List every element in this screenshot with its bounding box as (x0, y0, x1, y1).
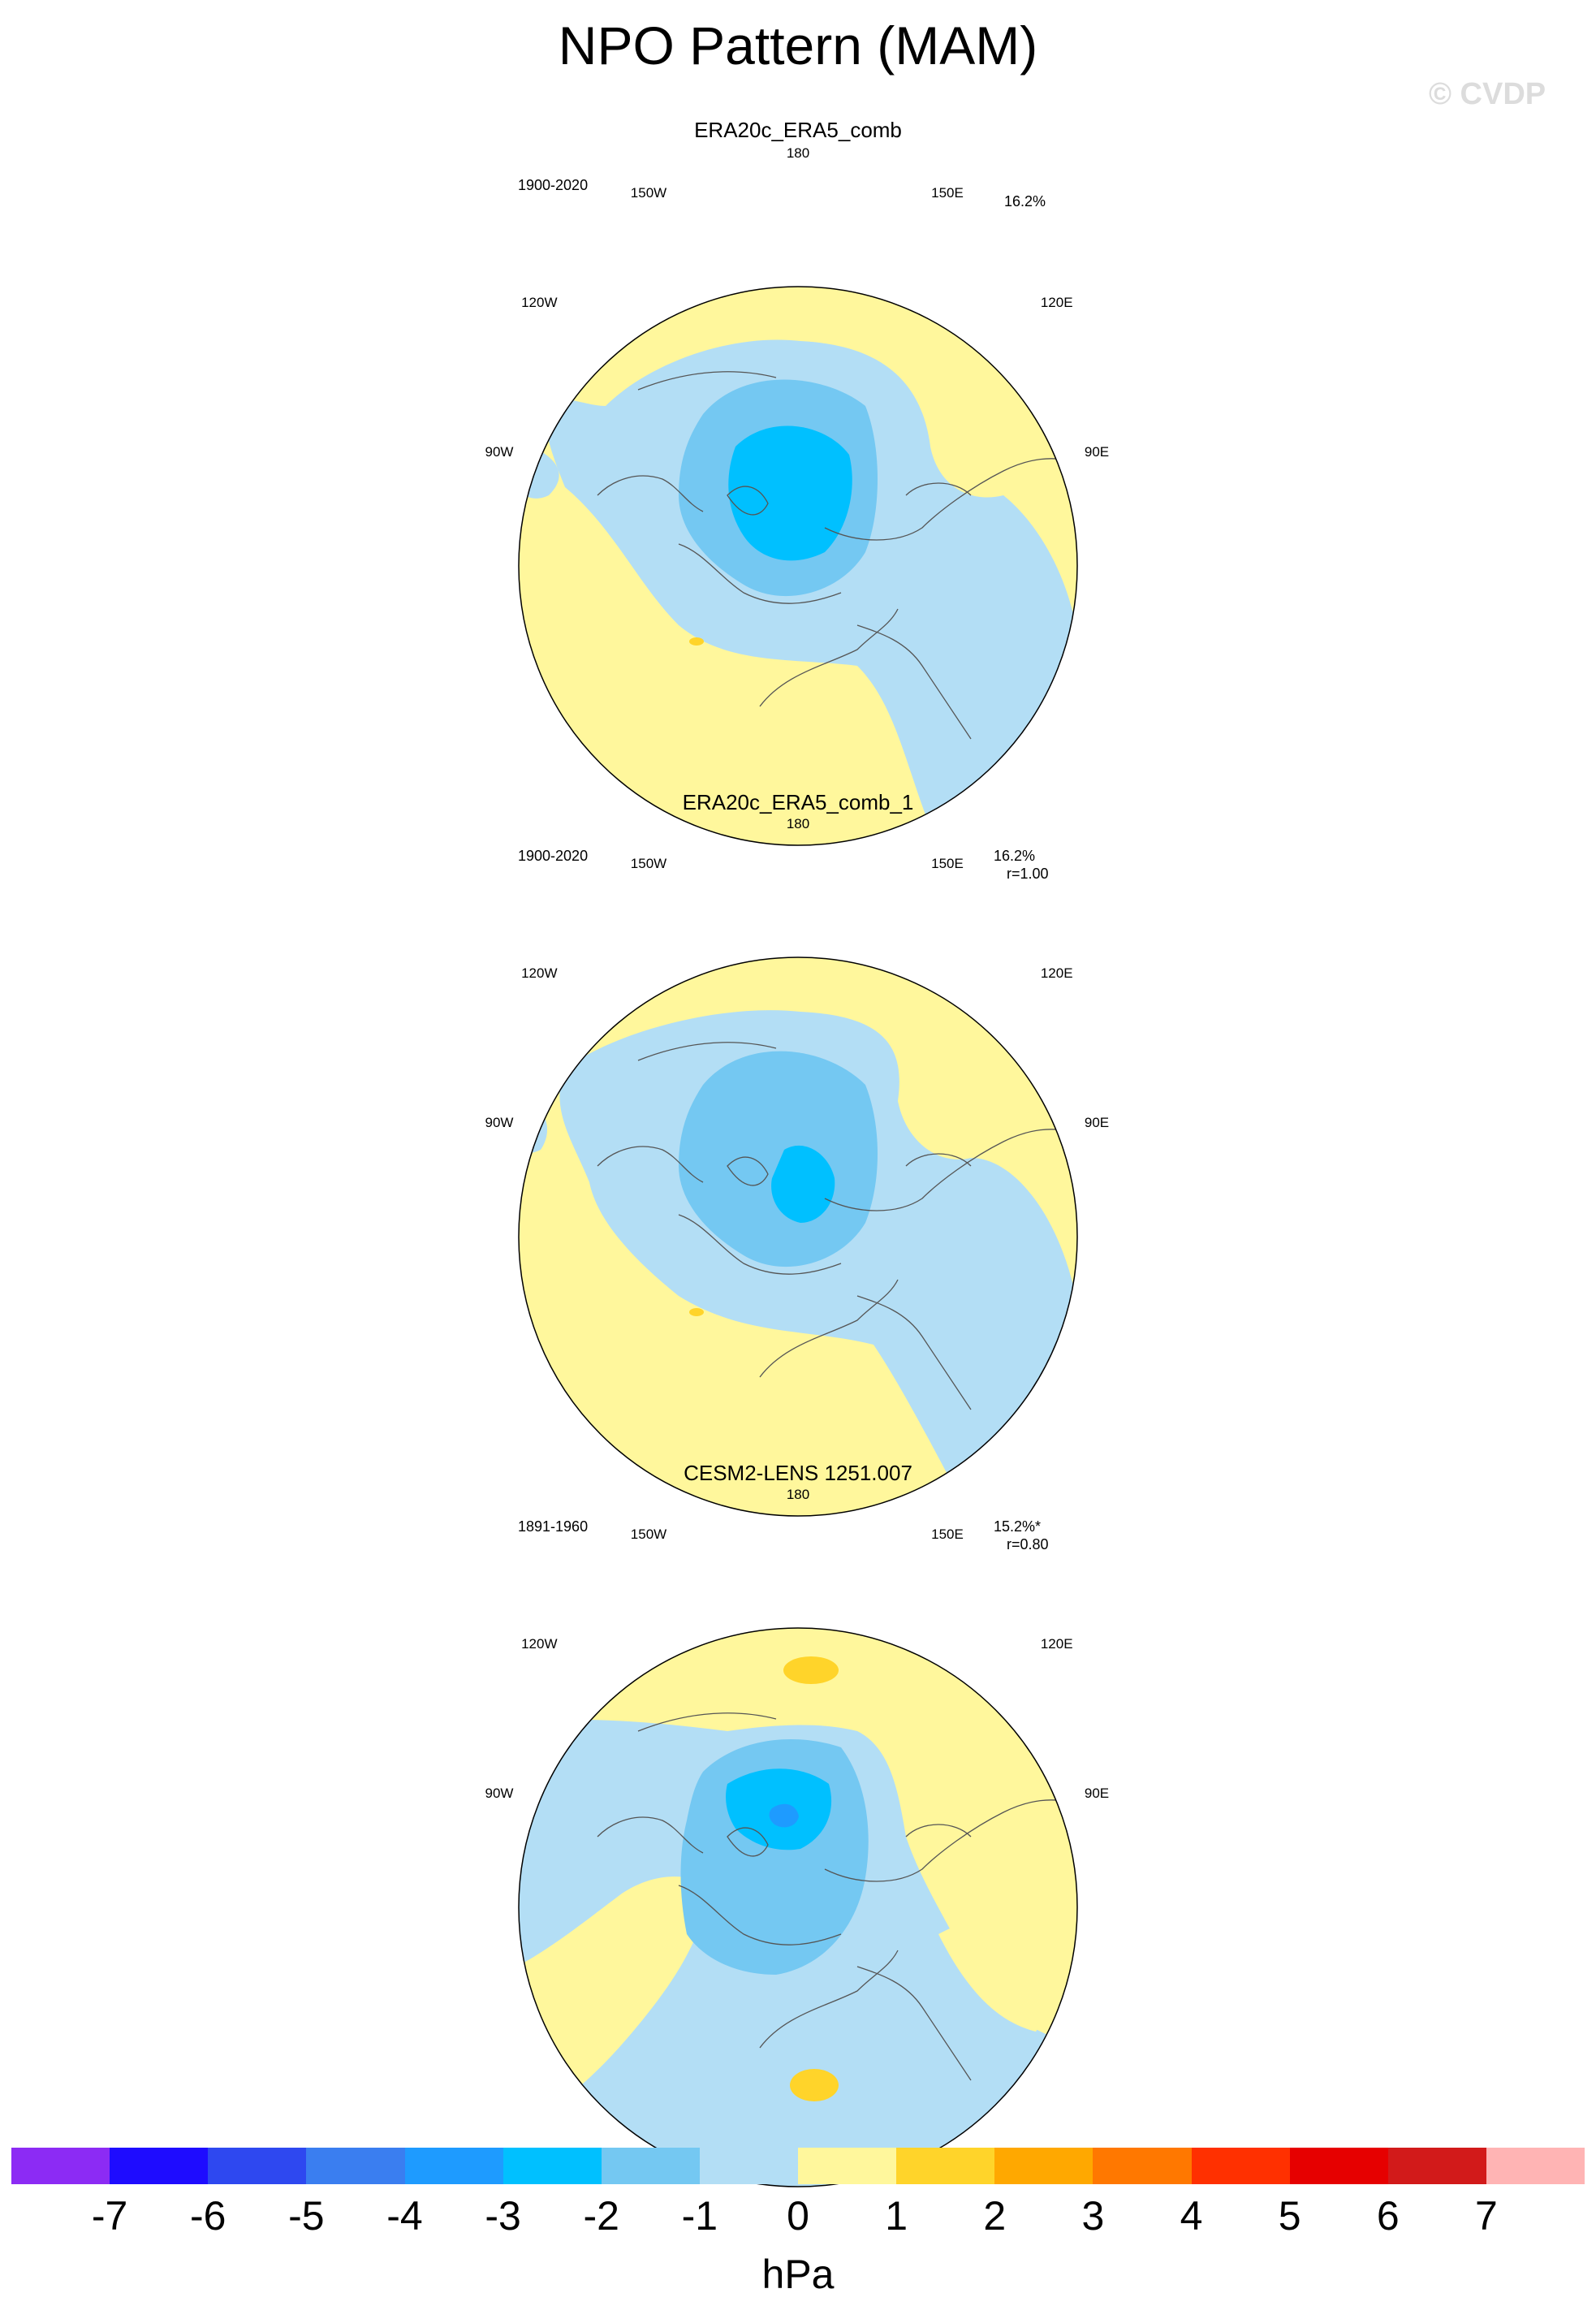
longitude-label: 90E (1084, 1786, 1110, 1801)
colorbar-tick-label: 2 (983, 2193, 1007, 2239)
longitude-label: 150E (931, 185, 964, 201)
colorbar-swatch (699, 2148, 798, 2184)
colorbar-swatch (110, 2148, 209, 2184)
years-label: 1900-2020 (518, 848, 589, 864)
polar-map (518, 957, 1078, 1517)
colorbar-swatch (798, 2148, 897, 2184)
colorbar-swatch (1093, 2148, 1192, 2184)
cvdp-watermark: © CVDP (1429, 77, 1546, 111)
longitude-label: 150E (931, 856, 964, 872)
colorbar-tick-label: -5 (288, 2193, 325, 2239)
colorbar-tick-label: 1 (885, 2193, 908, 2239)
longitude-label: 90E (1084, 444, 1110, 460)
longitude-label: 90W (485, 1115, 514, 1130)
panel-title: ERA20c_ERA5_comb_1 (682, 790, 914, 814)
longitude-label: 90W (485, 1786, 514, 1801)
figure-title: NPO Pattern (MAM) (558, 15, 1038, 76)
panel-title: CESM2-LENS 1251.007 (684, 1461, 912, 1485)
colorbar-tick-label: -2 (583, 2193, 619, 2239)
years-label: 1900-2020 (518, 177, 589, 193)
colorbar-swatch (404, 2148, 503, 2184)
colorbar (11, 2148, 1585, 2184)
longitude-label: 120E (1040, 295, 1073, 310)
correlation-label: r=1.00 (1007, 866, 1049, 882)
longitude-label: 120W (521, 1636, 558, 1652)
map-panel-2: ERA20c_ERA5_comb_1 1900-2020 16.2% r=1.0… (0, 784, 1596, 1517)
colorbar-tick-label: 7 (1474, 2193, 1498, 2239)
longitude-label: 120W (521, 295, 558, 310)
colorbar-swatch (306, 2148, 405, 2184)
colorbar-swatch (994, 2148, 1093, 2184)
colorbar-tick-label: -3 (485, 2193, 521, 2239)
longitude-label: 150W (630, 1527, 667, 1543)
longitude-label: 120W (521, 965, 558, 981)
variance-label: 16.2% (1004, 193, 1046, 209)
colorbar-tick-label: 5 (1278, 2193, 1301, 2239)
colorbar-units: hPa (761, 2252, 835, 2297)
longitude-label: 120E (1040, 965, 1073, 981)
map-panel-3: CESM2-LENS 1251.007 1891-1960 15.2%* r=0… (0, 1455, 1596, 2187)
colorbar-swatch (1289, 2148, 1388, 2184)
polar-map (518, 1627, 1078, 2187)
colorbar-swatch (11, 2148, 110, 2184)
colorbar-swatch (503, 2148, 602, 2184)
longitude-label: 180 (786, 816, 810, 831)
colorbar-swatch (601, 2148, 700, 2184)
polar-map (518, 286, 1078, 846)
longitude-label: 90E (1084, 1115, 1110, 1130)
colorbar-tick-label: -1 (681, 2193, 718, 2239)
longitude-label: 150W (630, 185, 667, 201)
longitude-label: 90W (485, 444, 514, 460)
longitude-label: 120E (1040, 1636, 1073, 1652)
correlation-label: r=0.80 (1007, 1536, 1049, 1552)
longitude-label: 180 (786, 145, 810, 161)
colorbar-tick-label: 3 (1081, 2193, 1105, 2239)
colorbar-tick-label: -4 (386, 2193, 423, 2239)
longitude-label: 150W (630, 856, 667, 872)
colorbar-tick-label: 0 (787, 2193, 809, 2239)
colorbar-swatch (208, 2148, 307, 2184)
map-panel-1: ERA20c_ERA5_comb 1900-2020 16.2% 180 150E… (0, 114, 1596, 846)
longitude-label: 180 (786, 1487, 810, 1502)
panel-title: ERA20c_ERA5_comb (694, 118, 902, 142)
colorbar-swatch (896, 2148, 995, 2184)
variance-label: 15.2%* (994, 1518, 1042, 1535)
colorbar-swatch (1191, 2148, 1290, 2184)
variance-label: 16.2% (994, 848, 1036, 864)
colorbar-tick-label: -6 (190, 2193, 226, 2239)
longitude-label: 150E (931, 1527, 964, 1543)
years-label: 1891-1960 (518, 1518, 589, 1535)
colorbar-swatch (1486, 2148, 1585, 2184)
colorbar-tick-label: 6 (1376, 2193, 1400, 2239)
colorbar-swatch (1387, 2148, 1486, 2184)
colorbar-tick-label: 4 (1180, 2193, 1203, 2239)
colorbar-tick-label: -7 (91, 2193, 128, 2239)
